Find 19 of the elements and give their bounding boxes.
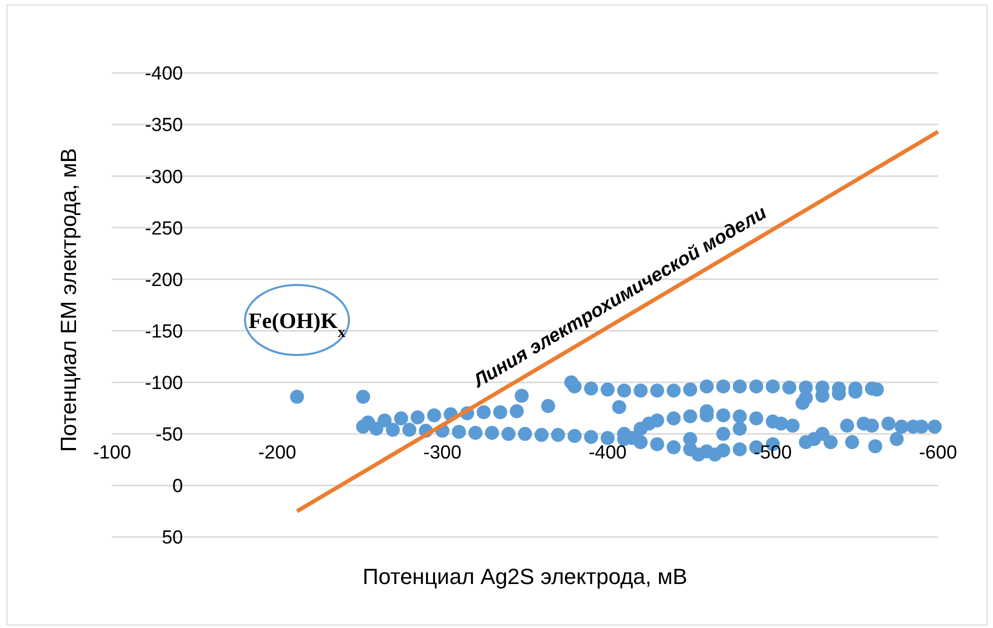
- x-tick-label: -500: [754, 442, 792, 464]
- y-tick-label: -200: [144, 270, 183, 291]
- y-tick-label: -350: [144, 115, 183, 136]
- y-axis-title: Потенциал ЕМ электрода, мВ: [56, 148, 81, 452]
- y-tick-label: -300: [144, 166, 183, 188]
- x-tick-label: -200: [258, 442, 296, 464]
- x-tick-label: -100: [92, 442, 132, 464]
- x-axis-title: Потенциал Ag2S электрода, мВ: [362, 564, 688, 589]
- x-tick-label: -300: [423, 442, 462, 464]
- x-tick-label: -600: [918, 442, 958, 464]
- annotation: Fe(OH)K$_{x}$: [248, 308, 346, 340]
- y-tick-label: -100: [144, 372, 183, 394]
- y-tick-label: -250: [144, 218, 183, 240]
- x-tick-label: -400: [588, 442, 627, 464]
- y-tick-label: -50: [156, 424, 183, 446]
- y-tick-label: -150: [144, 321, 183, 342]
- y-tick-label: -400: [144, 64, 183, 85]
- y-tick-label: 0: [172, 476, 183, 498]
- y-tick-label: 50: [162, 528, 183, 549]
